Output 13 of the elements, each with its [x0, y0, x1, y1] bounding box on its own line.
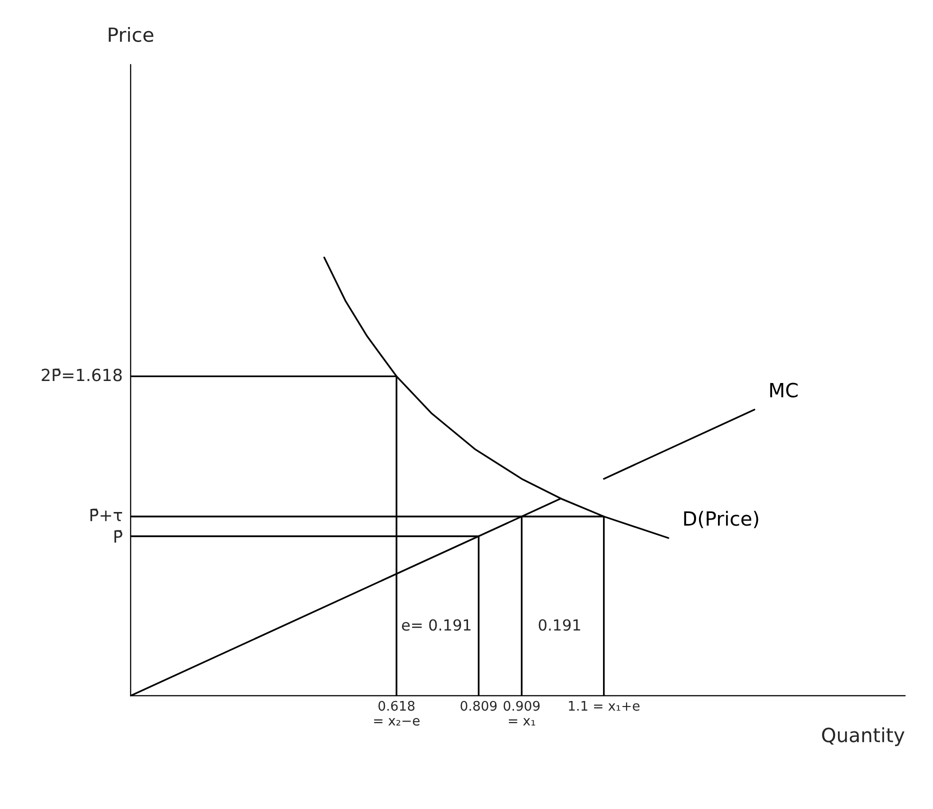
x-tick-label: 0.809	[460, 700, 497, 711]
annotation: e= 0.191	[402, 619, 470, 631]
text: 2P̄=1.618	[42, 368, 122, 382]
series-label: MC	[770, 382, 798, 398]
x-tick-label: 1.1 = x₁+e	[568, 701, 640, 711]
series-label: D(Price)	[684, 510, 758, 528]
text: Price	[108, 26, 154, 42]
text: P̄+τ	[90, 508, 122, 522]
text: P̄	[114, 530, 122, 543]
x-axis-title: Quantity	[822, 727, 904, 746]
annotation: 0.191	[538, 619, 580, 631]
x-tick-label: 0.618 = x₂−e	[374, 700, 420, 726]
x-tick-label: 0.909 = x₁	[504, 700, 540, 726]
